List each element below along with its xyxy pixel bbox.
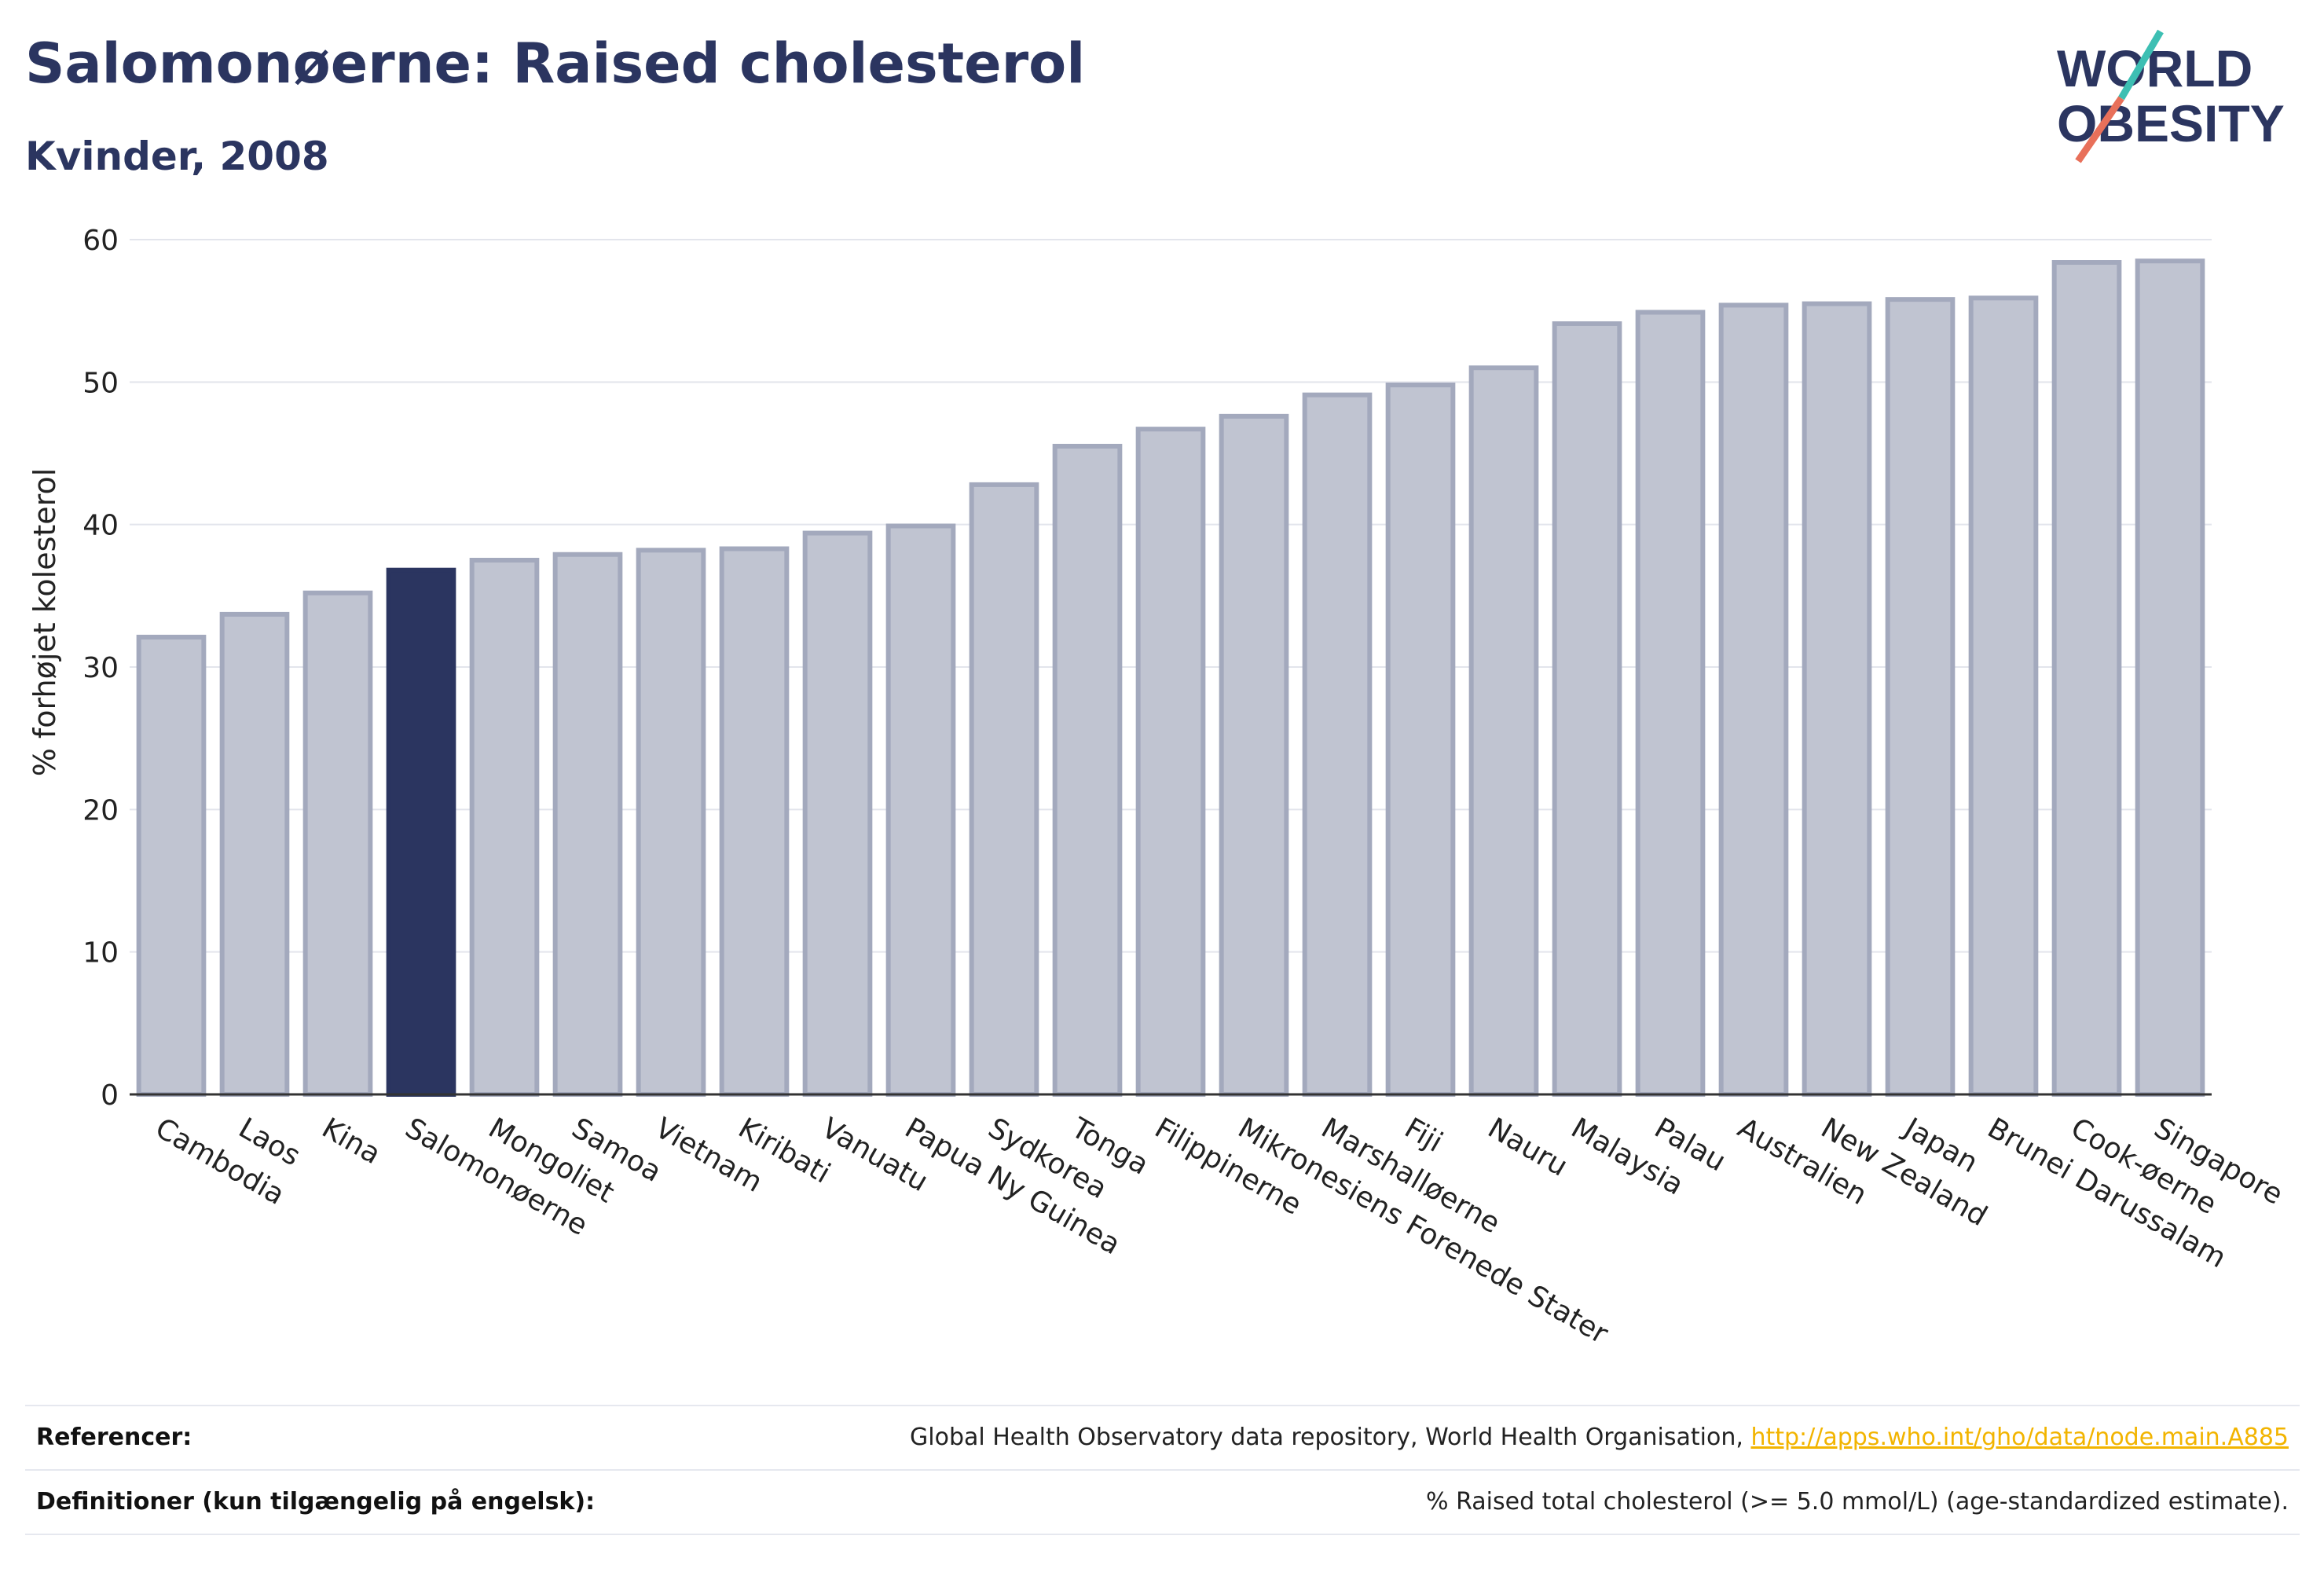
bars	[136, 258, 2205, 1098]
bar-brunei-darussalam	[1968, 295, 2039, 1097]
page-subtitle: Kvinder, 2008	[25, 134, 329, 179]
bar-tonga	[1052, 443, 1123, 1097]
bar-filippinerne	[1135, 427, 1206, 1097]
references-link[interactable]: http://apps.who.int/gho/data/node.main.A…	[1750, 1424, 2289, 1451]
y-tick-label: 0	[101, 1079, 119, 1112]
bar-salomon-erne	[386, 567, 456, 1097]
world-obesity-logo: WORLD OBESITY	[2057, 29, 2285, 163]
bar-kina	[302, 590, 373, 1097]
bar-fiji	[1385, 382, 1456, 1097]
x-tick-label: Kina	[317, 1112, 386, 1171]
bar-kiribati	[719, 546, 790, 1097]
bar-mikronesiens-forenede-stater	[1219, 413, 1289, 1097]
bar-papua-ny-guinea	[885, 523, 956, 1097]
references-value: Global Health Observatory data repositor…	[910, 1424, 2289, 1451]
y-tick-label: 10	[82, 937, 119, 969]
references-table: Referencer: Global Health Observatory da…	[25, 1405, 2300, 1535]
bar-vietnam	[636, 548, 706, 1097]
bar-samoa	[552, 552, 623, 1097]
bar-mongoliet	[469, 558, 540, 1097]
bar-marshall-erne	[1302, 392, 1373, 1097]
y-tick-label: 30	[82, 652, 119, 684]
bar-singapore	[2135, 258, 2205, 1098]
y-tick-label: 50	[82, 367, 119, 399]
references-text: Global Health Observatory data repositor…	[910, 1424, 1751, 1451]
bar-cambodia	[136, 634, 207, 1097]
x-tick-label: Nauru	[1483, 1112, 1573, 1182]
bar-nauru	[1468, 365, 1539, 1097]
page-title: Salomonøerne: Raised cholesterol	[25, 31, 1086, 96]
y-tick-label: 40	[82, 510, 119, 542]
bar-new-zealand	[1802, 301, 1872, 1098]
definitions-value: % Raised total cholesterol (>= 5.0 mmol/…	[1426, 1488, 2289, 1516]
bar-vanuatu	[802, 530, 873, 1097]
bar-australien	[1718, 302, 1789, 1097]
bar-japan	[1885, 297, 1956, 1098]
references-label: Referencer:	[36, 1424, 192, 1451]
bar-palau	[1635, 310, 1706, 1098]
bar-cook-erne	[2051, 260, 2122, 1098]
y-tick-label: 60	[82, 225, 119, 257]
x-tick-label: Fiji	[1399, 1112, 1448, 1159]
definitions-label: Definitioner (kun tilgængelig på engelsk…	[36, 1488, 596, 1516]
y-tick-label: 20	[82, 794, 119, 826]
bar-laos	[219, 611, 290, 1097]
y-axis-label: % forhøjet kolesterol	[27, 468, 62, 777]
bar-sydkorea	[969, 482, 1039, 1097]
references-row: Referencer: Global Health Observatory da…	[25, 1405, 2300, 1469]
bar-malaysia	[1552, 321, 1622, 1097]
svg-text:WORLD: WORLD	[2057, 39, 2253, 97]
definitions-row: Definitioner (kun tilgængelig på engelsk…	[25, 1469, 2300, 1535]
